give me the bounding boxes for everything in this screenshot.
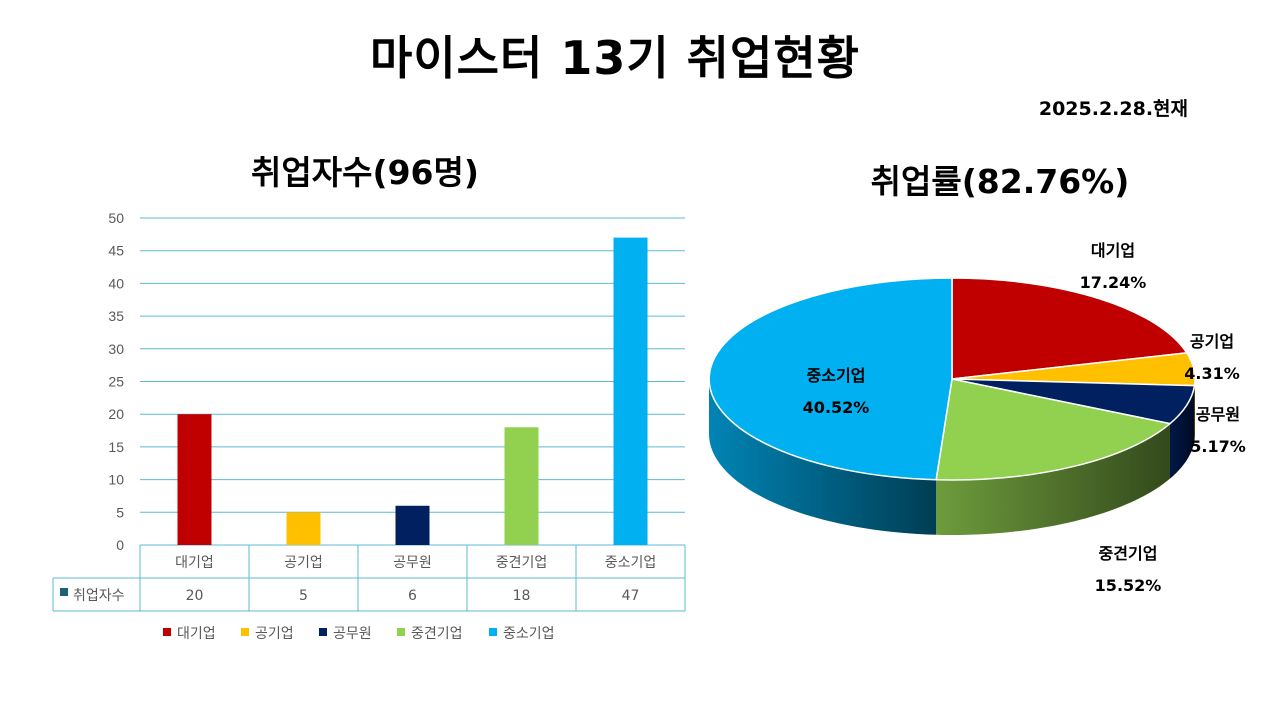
pie-slice-중견기업 — [935, 378, 1171, 481]
legend-label: 중견기업 — [411, 626, 463, 642]
x-category-label: 중소기업 — [605, 555, 657, 571]
table-value: 18 — [513, 588, 531, 604]
pie-label-중소기업: 중소기업 40.52% — [802, 366, 870, 417]
legend-label: 공기업 — [255, 626, 294, 642]
legend-label: 중소기업 — [503, 626, 555, 642]
pie-slice-중소기업 — [708, 277, 953, 481]
y-tick-label: 35 — [108, 308, 124, 324]
y-tick-label: 30 — [108, 341, 124, 357]
x-category-label: 공무원 — [393, 555, 432, 571]
bar-chart: 0 5 10 15 20 25 30 35 40 45 50 대기업 20 공기업 5 공무원 6 중견기업 18 중… — [52, 210, 686, 642]
legend-key — [397, 628, 405, 636]
x-category-label: 중견기업 — [496, 555, 548, 571]
legend-key — [241, 628, 249, 636]
page-title: 마이스터 13기 취업현황 — [370, 31, 860, 85]
series-name: 취업자수 — [73, 588, 125, 604]
y-tick-label: 0 — [116, 537, 124, 553]
bar-대기업 — [177, 414, 212, 545]
x-category-label: 공기업 — [284, 555, 323, 571]
y-tick-label: 45 — [108, 243, 124, 259]
legend-key — [489, 628, 497, 636]
pie-chart-title: 취업률(82.76%) — [870, 162, 1130, 201]
table-value: 20 — [186, 588, 204, 604]
bar-공기업 — [286, 512, 321, 545]
x-category-label: 대기업 — [175, 555, 214, 571]
bar-chart-title: 취업자수(96명) — [251, 153, 479, 192]
date-label: 2025.2.28.현재 — [1038, 98, 1188, 120]
pie-label-대기업: 대기업 17.24% — [1079, 241, 1147, 292]
table-value: 5 — [299, 588, 308, 604]
pie-side-중소기업 — [709, 379, 937, 535]
y-tick-label: 15 — [108, 439, 124, 455]
pie-label-공무원: 공무원 5.17% — [1190, 405, 1246, 456]
pie-side-공무원 — [1169, 385, 1195, 479]
legend-key — [163, 628, 171, 636]
pie-label-공기업: 공기업 4.31% — [1184, 332, 1240, 383]
y-tick-label: 5 — [116, 504, 124, 520]
pie-side-중견기업 — [936, 423, 1170, 535]
legend-label: 공무원 — [333, 626, 372, 642]
pie-slice-대기업 — [951, 277, 1188, 380]
y-tick-label: 40 — [108, 275, 124, 291]
legend-key — [319, 628, 327, 636]
bar-중견기업 — [504, 427, 539, 545]
y-tick-label: 10 — [108, 472, 124, 488]
pie-side-공기업 — [1194, 379, 1195, 441]
pie-label-중견기업: 중견기업 15.52% — [1094, 544, 1162, 595]
legend-label: 대기업 — [177, 626, 216, 642]
series-legend-key — [60, 588, 68, 596]
bar-중소기업 — [613, 237, 648, 545]
table-value: 6 — [408, 588, 417, 604]
y-tick-label: 20 — [108, 406, 124, 422]
y-tick-label: 25 — [108, 374, 124, 390]
y-tick-label: 50 — [108, 210, 124, 226]
table-value: 47 — [622, 588, 640, 604]
bar-공무원 — [395, 505, 430, 545]
